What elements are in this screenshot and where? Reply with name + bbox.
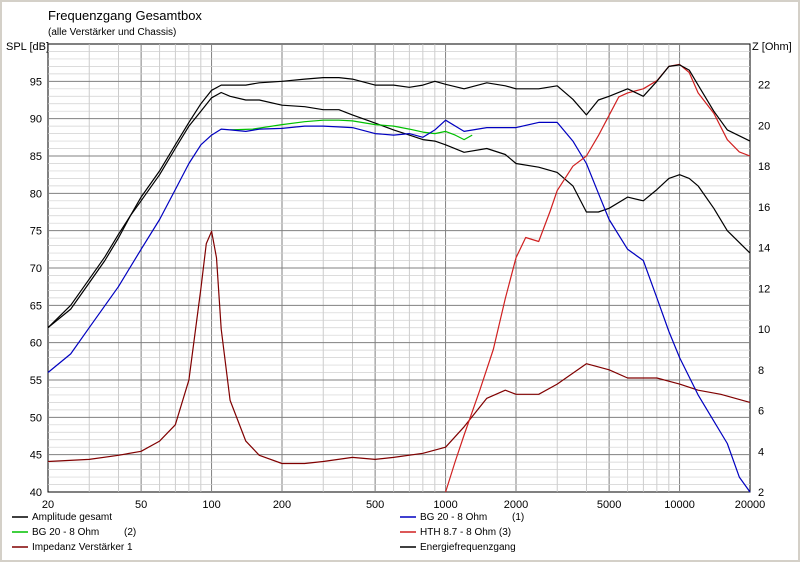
y-left-tick-label: 80	[30, 188, 42, 200]
legend-entry-index: (2)	[124, 527, 136, 538]
y-left-tick-label: 60	[30, 338, 42, 350]
x-tick-label: 10000	[664, 499, 695, 511]
x-tick-label: 2000	[504, 499, 528, 511]
y-left-tick-label: 90	[30, 114, 42, 126]
y-right-tick-label: 14	[758, 243, 770, 255]
y-left-tick-label: 40	[30, 487, 42, 499]
y-right-tick-label: 20	[758, 120, 770, 132]
chart-subtitle: (alle Verstärker und Chassis)	[48, 27, 176, 38]
y-left-tick-label: 95	[30, 76, 42, 88]
legend-entry-label: Amplitude gesamt	[32, 512, 112, 523]
series-line-0	[47, 91, 751, 329]
y-axis-right-label: Z [Ohm]	[752, 41, 792, 53]
y-left-tick-label: 55	[30, 375, 42, 387]
chart-title: Frequenzgang Gesamtbox	[48, 8, 202, 23]
series-line-4	[445, 63, 751, 493]
y-right-tick-label: 12	[758, 283, 770, 295]
y-right-tick-label: 10	[758, 324, 770, 336]
legend-entry-index: (1)	[512, 512, 524, 523]
y-right-tick-label: 2	[758, 487, 764, 499]
tick-labels: 20 50 100 200 500 1000 2000 5000 10000 2000040455…	[30, 76, 771, 511]
x-tick-label: 50	[135, 499, 147, 511]
y-axis-left-label: SPL [dB]	[6, 41, 49, 53]
y-left-tick-label: 75	[30, 226, 42, 238]
x-tick-label: 100	[202, 499, 220, 511]
y-left-tick-label: 85	[30, 151, 42, 163]
series-group	[47, 63, 751, 493]
y-right-tick-label: 4	[758, 446, 764, 458]
legend-entry-label: BG 20 - 8 Ohm	[420, 512, 487, 523]
legend-entry-label: BG 20 - 8 Ohm	[32, 527, 99, 538]
x-tick-label: 20	[42, 499, 54, 511]
y-right-tick-label: 18	[758, 161, 770, 173]
x-tick-label: 1000	[433, 499, 457, 511]
y-right-tick-label: 22	[758, 80, 770, 92]
series-line-1	[230, 119, 473, 141]
legend-entry-label: Impedanz Verstärker 1	[32, 542, 133, 553]
x-tick-label: 500	[366, 499, 384, 511]
grid	[48, 44, 750, 492]
y-left-tick-label: 65	[30, 300, 42, 312]
y-right-tick-label: 8	[758, 365, 764, 377]
y-left-tick-label: 70	[30, 263, 42, 275]
y-right-tick-label: 16	[758, 202, 770, 214]
legend: Amplitude gesamt BG 20 - 8 Ohm (2) Impedanz…	[12, 512, 524, 553]
series-line-2	[47, 230, 751, 465]
y-left-tick-label: 45	[30, 450, 42, 462]
y-left-tick-label: 50	[30, 412, 42, 424]
series-line-3	[47, 119, 751, 493]
x-tick-label: 5000	[597, 499, 621, 511]
x-tick-label: 200	[273, 499, 291, 511]
y-right-tick-label: 6	[758, 406, 764, 418]
series-line-5	[47, 64, 751, 329]
legend-entry-label: HTH 8.7 - 8 Ohm (3)	[420, 527, 511, 538]
x-tick-label: 20000	[735, 499, 766, 511]
legend-entry-label: Energiefrequenzgang	[420, 542, 516, 553]
